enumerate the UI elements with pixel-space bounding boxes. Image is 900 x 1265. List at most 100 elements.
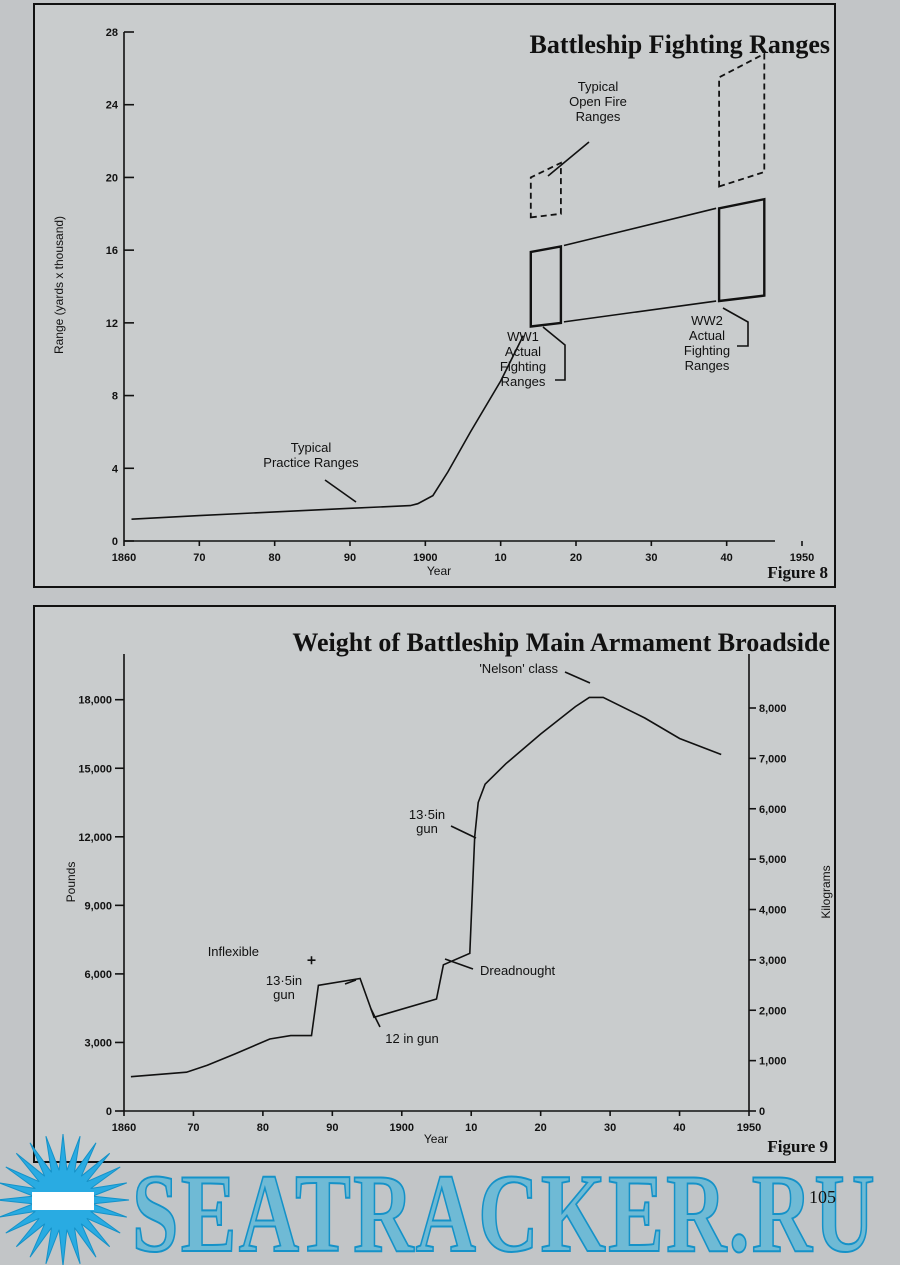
- annotation-gun135_upper: 13·5in: [409, 807, 445, 822]
- chart-title: Weight of Battleship Main Armament Broad…: [292, 628, 830, 657]
- y-tick-label: 12: [106, 318, 118, 330]
- y-tick-label: 20: [106, 172, 118, 184]
- watermark: SEATRACKER.RU: [0, 1133, 877, 1265]
- range-chart: Battleship Fighting Ranges Figure 8 Rang…: [52, 27, 831, 582]
- y2-tick-label: 0: [759, 1106, 765, 1118]
- x-tick-label: 20: [535, 1122, 547, 1134]
- inflexible-marker: [307, 956, 316, 965]
- x-tick-label: 10: [465, 1122, 477, 1134]
- gun12-leader: [370, 1008, 381, 1028]
- watermark-text: SEATRACKER.RU: [132, 1152, 877, 1265]
- y-tick-label: 18,000: [78, 695, 112, 707]
- y-tick-label: 4: [112, 463, 119, 475]
- y-tick-label: 15,000: [78, 763, 112, 775]
- annotation-open_fire: Ranges: [576, 109, 621, 124]
- y-tick-label: 3,000: [84, 1037, 112, 1049]
- x-tick-label: 1860: [112, 552, 136, 564]
- x-tick-label: 90: [344, 552, 356, 564]
- page-number: 105: [809, 1187, 836, 1207]
- annotation-nelson: 'Nelson' class: [479, 661, 558, 676]
- y2-axis-label: Kilograms: [819, 865, 833, 918]
- annotation-gun135_lower: gun: [273, 987, 295, 1002]
- y2-tick-label: 8,000: [759, 703, 787, 715]
- x-tick-label: 90: [326, 1122, 338, 1134]
- x-tick-label: 30: [645, 552, 657, 564]
- figure-label: Figure 9: [767, 1137, 828, 1156]
- y2-tick-label: 4,000: [759, 905, 787, 917]
- y2-tick-label: 7,000: [759, 753, 787, 765]
- open-fire-box-ww1: [529, 161, 562, 219]
- annotation-open_fire: Typical: [578, 79, 619, 94]
- annotation-ww1: WW1: [507, 329, 539, 344]
- annotation-ww2: WW2: [691, 313, 723, 328]
- figure-9-panel: Weight of Battleship Main Armament Broad…: [33, 605, 836, 1163]
- y-tick-label: 28: [106, 27, 118, 39]
- ww2-leader: [722, 307, 749, 347]
- ww2-range-box: [717, 197, 766, 303]
- y2-tick-label: 6,000: [759, 804, 787, 816]
- sun-logo-band: [32, 1192, 94, 1210]
- ww1-range-box: [529, 245, 563, 328]
- annotation-ww1: Fighting: [500, 359, 546, 374]
- annotation-gun12: 12 in gun: [385, 1031, 439, 1046]
- y2-tick-label: 1,000: [759, 1056, 787, 1068]
- x-tick-label: 10: [495, 552, 507, 564]
- y-tick-label: 0: [112, 536, 118, 548]
- annotation-open_fire: Open Fire: [569, 94, 627, 109]
- gun135-upper-leader: [450, 825, 477, 839]
- x-tick-label: 1900: [413, 552, 437, 564]
- y2-tick-label: 5,000: [759, 854, 787, 866]
- y-tick-label: 9,000: [84, 900, 112, 912]
- gun135-lower-leader: [344, 979, 357, 985]
- y-axis-label: Range (yards x thousand): [52, 216, 66, 354]
- annotation-gun135_lower: 13·5in: [266, 973, 302, 988]
- practice-range-line: [131, 335, 525, 520]
- nelson-leader: [564, 671, 591, 684]
- x-tick-label: 40: [721, 552, 733, 564]
- x-tick-label: 1860: [112, 1122, 136, 1134]
- x-tick-label: 80: [257, 1122, 269, 1134]
- x-tick-label: 30: [604, 1122, 616, 1134]
- dreadnought-leader: [444, 958, 474, 970]
- y-axis-label: Pounds: [64, 862, 78, 903]
- x-tick-label: 70: [187, 1122, 199, 1134]
- y-tick-label: 0: [106, 1106, 112, 1118]
- annotation-dreadnought: Dreadnought: [480, 963, 556, 978]
- annotation-ww2: Fighting: [684, 343, 730, 358]
- y2-tick-label: 3,000: [759, 955, 787, 967]
- range-connector-top: [563, 207, 717, 247]
- y-tick-label: 16: [106, 245, 118, 257]
- annotation-practice: Typical: [291, 440, 332, 455]
- annotation-inflexible: Inflexible: [208, 944, 259, 959]
- annotation-practice: Practice Ranges: [263, 455, 359, 470]
- y-tick-label: 8: [112, 391, 118, 403]
- annotation-ww2: Ranges: [685, 358, 730, 373]
- x-tick-label: 40: [673, 1122, 685, 1134]
- open-fire-leader: [547, 141, 590, 177]
- range-connector-bottom: [563, 300, 717, 323]
- x-tick-label: 70: [193, 552, 205, 564]
- x-axis-label: Year: [424, 1132, 448, 1146]
- x-tick-label: 20: [570, 552, 582, 564]
- x-axis-label: Year: [427, 564, 451, 578]
- y-tick-label: 24: [106, 100, 119, 112]
- annotation-ww2: Actual: [689, 328, 725, 343]
- annotation-ww1: Ranges: [501, 374, 546, 389]
- figure-label: Figure 8: [767, 563, 828, 582]
- y-tick-label: 12,000: [78, 832, 112, 844]
- y-tick-label: 6,000: [84, 969, 112, 981]
- sun-logo: [0, 1133, 130, 1265]
- x-tick-label: 80: [269, 552, 281, 564]
- figure-8-panel: Battleship Fighting Ranges Figure 8 Rang…: [33, 3, 836, 588]
- ww1-leader: [542, 326, 566, 381]
- x-tick-label: 1950: [790, 552, 814, 564]
- broadside-weight-line: [130, 696, 722, 1078]
- chart-title: Battleship Fighting Ranges: [530, 30, 831, 59]
- y2-tick-label: 2,000: [759, 1005, 787, 1017]
- x-tick-label: 1900: [390, 1122, 414, 1134]
- practice-leader: [324, 479, 357, 503]
- armament-chart: Weight of Battleship Main Armament Broad…: [64, 628, 833, 1156]
- annotation-gun135_upper: gun: [416, 821, 438, 836]
- annotation-ww1: Actual: [505, 344, 541, 359]
- x-tick-label: 1950: [737, 1122, 761, 1134]
